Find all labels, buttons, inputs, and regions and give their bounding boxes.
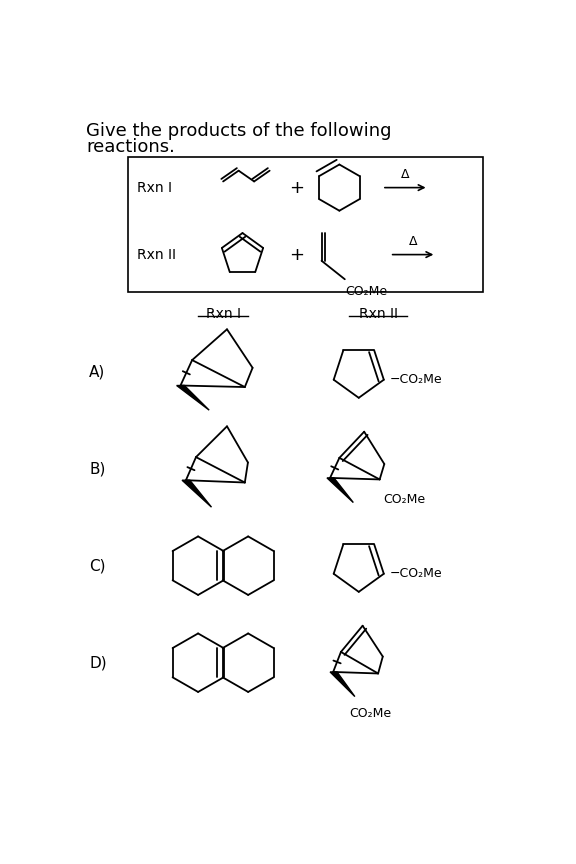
- Text: Rxn I: Rxn I: [206, 307, 241, 321]
- Polygon shape: [327, 478, 353, 503]
- Text: Rxn II: Rxn II: [137, 248, 176, 262]
- Text: +: +: [289, 179, 304, 197]
- Text: Rxn II: Rxn II: [359, 307, 397, 321]
- Polygon shape: [182, 480, 211, 507]
- Polygon shape: [177, 385, 209, 410]
- Text: Rxn I: Rxn I: [137, 181, 172, 194]
- Text: Δ: Δ: [409, 236, 417, 249]
- Text: −CO₂Me: −CO₂Me: [390, 373, 442, 386]
- Text: A): A): [89, 364, 105, 379]
- Text: +: +: [289, 245, 304, 264]
- Text: −CO₂Me: −CO₂Me: [390, 568, 442, 581]
- Text: CO₂Me: CO₂Me: [384, 493, 426, 506]
- Polygon shape: [330, 672, 355, 696]
- Text: reactions.: reactions.: [86, 137, 175, 156]
- Text: D): D): [89, 655, 107, 670]
- Text: B): B): [89, 461, 105, 476]
- Text: CO₂Me: CO₂Me: [345, 285, 387, 298]
- Text: CO₂Me: CO₂Me: [349, 708, 392, 721]
- Text: Δ: Δ: [401, 168, 410, 181]
- Bar: [128, 156, 483, 291]
- Text: Give the products of the following: Give the products of the following: [86, 122, 392, 140]
- Text: C): C): [89, 558, 105, 573]
